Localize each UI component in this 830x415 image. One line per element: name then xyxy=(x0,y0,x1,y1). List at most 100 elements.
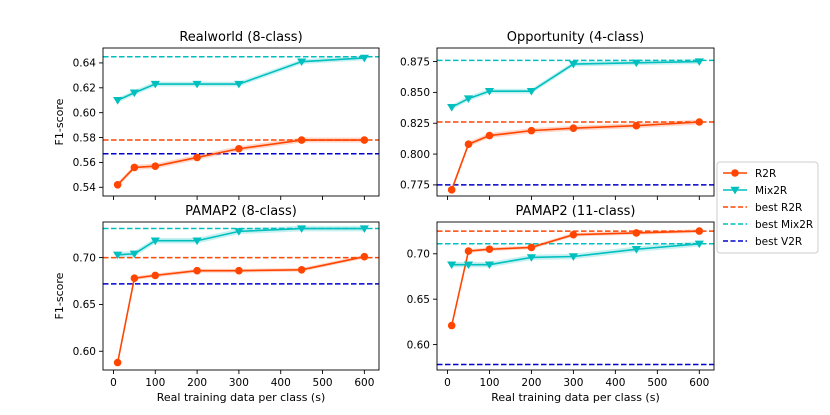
point-r2r xyxy=(527,126,536,135)
x-tick-label: 300 xyxy=(229,377,249,389)
point-r2r xyxy=(485,131,494,140)
legend-item-mix2r: Mix2R xyxy=(723,185,787,197)
subplot-title: PAMAP2 (8-class) xyxy=(185,204,297,219)
line-mix2r xyxy=(117,57,365,101)
point-r2r xyxy=(235,266,243,275)
subplot-2: Opportunity (4-class) 0.775 0.800 0.825 0.85… xyxy=(400,30,715,200)
point-mix2r xyxy=(150,80,160,89)
legend-frame xyxy=(716,161,819,254)
point-mix2r xyxy=(447,261,457,270)
point-mix2r xyxy=(234,80,244,89)
x-tick-label: 300 xyxy=(563,377,583,389)
point-mix2r xyxy=(234,228,244,236)
point-r2r xyxy=(235,144,243,153)
y-tick-label: 0.56 xyxy=(73,157,97,169)
y-tick-label: 0.70 xyxy=(407,249,430,261)
point-r2r xyxy=(130,163,139,172)
point-mix2r xyxy=(526,87,537,96)
point-r2r xyxy=(297,265,306,274)
x-tick-label: 0 xyxy=(110,377,117,389)
point-mix2r xyxy=(484,261,495,270)
point-mix2r xyxy=(359,54,369,63)
legend-label: Mix2R xyxy=(755,185,787,197)
x-axis-label: Real training data per class (s) xyxy=(157,391,325,404)
point-mix2r xyxy=(150,237,160,246)
point-r2r xyxy=(360,136,369,144)
point-mix2r xyxy=(463,95,474,103)
point-mix2r xyxy=(113,251,123,260)
x-tick-label: 500 xyxy=(313,377,333,389)
point-mix2r xyxy=(568,60,579,69)
axes-frame xyxy=(436,221,715,371)
point-mix2r xyxy=(297,58,307,67)
y-tick-label: 0.54 xyxy=(73,182,97,194)
x-tick-label: 600 xyxy=(354,377,374,389)
plot-area xyxy=(437,58,714,194)
y-tick-label: 0.60 xyxy=(407,339,430,351)
point-r2r xyxy=(193,266,201,275)
y-tick-label: 0.850 xyxy=(400,87,430,99)
legend-marker xyxy=(731,169,739,177)
subplot-4: PAMAP2 (11-class) 0.60 0.65 0.70 0 100 200 300 4… xyxy=(407,204,715,404)
point-mix2r xyxy=(192,80,202,89)
plot-area xyxy=(103,225,379,367)
y-axis-label: F1-score xyxy=(53,98,66,145)
point-r2r xyxy=(464,247,473,255)
point-mix2r xyxy=(463,261,474,270)
point-r2r xyxy=(113,181,122,189)
point-mix2r xyxy=(526,254,537,262)
legend-item-best-mix2r: best Mix2R xyxy=(723,219,813,231)
line-mix2r xyxy=(451,60,700,108)
point-r2r xyxy=(151,162,160,170)
y-tick-label: 0.875 xyxy=(400,56,430,68)
x-tick-label: 0 xyxy=(444,377,451,389)
point-mix2r xyxy=(192,237,202,246)
point-mix2r xyxy=(568,253,579,261)
point-mix2r xyxy=(694,58,704,66)
x-tick-label: 200 xyxy=(521,377,541,389)
y-tick-label: 0.825 xyxy=(400,118,430,130)
x-tick-label: 600 xyxy=(689,377,709,389)
point-r2r xyxy=(193,153,201,162)
legend-marker xyxy=(730,186,740,195)
point-r2r xyxy=(447,321,456,330)
y-tick-label: 0.60 xyxy=(73,107,96,119)
point-mix2r xyxy=(129,89,139,98)
legend-label: best Mix2R xyxy=(755,219,813,231)
axes-frame xyxy=(102,221,380,371)
point-r2r xyxy=(632,229,641,237)
x-tick-label: 100 xyxy=(479,377,499,389)
x-tick-label: 500 xyxy=(647,377,667,389)
point-mix2r xyxy=(484,87,495,96)
subplot-3: PAMAP2 (8-class) 0.60 0.65 0.70 0 100 200 300 40… xyxy=(53,204,380,404)
point-mix2r xyxy=(631,246,641,254)
point-mix2r xyxy=(359,225,369,233)
y-tick-label: 0.65 xyxy=(73,299,96,311)
axes-frame xyxy=(102,47,380,197)
subplot-title: Opportunity (4-class) xyxy=(507,30,645,45)
x-tick-label: 200 xyxy=(187,377,207,389)
y-tick-label: 0.800 xyxy=(400,149,430,161)
legend-item-best-r2r: best R2R xyxy=(723,202,802,214)
y-axis-label: F1-score xyxy=(53,272,66,319)
subplot-title: Realworld (8-class) xyxy=(179,30,302,45)
y-tick-label: 0.60 xyxy=(73,346,96,358)
point-mix2r xyxy=(129,250,139,259)
legend-item-r2r: R2R xyxy=(723,168,776,180)
point-r2r xyxy=(297,136,306,144)
y-tick-label: 0.58 xyxy=(73,132,96,144)
point-r2r xyxy=(151,271,160,280)
y-tick-label: 0.62 xyxy=(73,83,96,95)
y-tick-label: 0.775 xyxy=(400,180,430,192)
point-mix2r xyxy=(113,97,123,105)
x-tick-label: 400 xyxy=(605,377,625,389)
band-mix2r xyxy=(451,59,700,110)
point-r2r xyxy=(464,140,473,148)
y-tick-label: 0.65 xyxy=(407,294,430,306)
point-r2r xyxy=(569,124,578,132)
point-r2r xyxy=(695,227,704,235)
point-r2r xyxy=(130,274,139,283)
plot-area xyxy=(103,54,379,189)
legend-item-best-v2r: best V2R xyxy=(723,236,802,248)
